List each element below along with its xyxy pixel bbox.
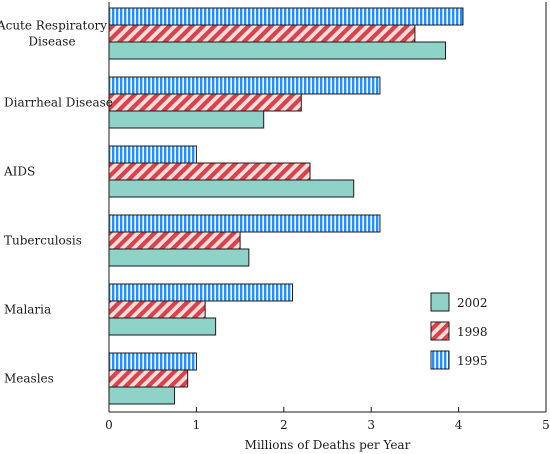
bar-acute-respiratory-disease-2002 [108,41,446,60]
bar-aids-2002 [108,179,355,198]
bar-aids-1995 [108,145,197,164]
x-tick-label: 3 [367,418,375,432]
x-tick-label: 2 [280,418,288,432]
legend-label-1995: 1995 [457,354,488,368]
category-label-measles: Measles [4,372,54,386]
legend-swatch-2002 [430,292,450,312]
x-tick-label: 1 [193,418,201,432]
category-label-acute-respiratory-disease: Disease [28,35,75,49]
bar-tuberculosis-1998 [108,231,241,250]
bar-measles-1998 [108,369,189,388]
legend-swatch-1998 [430,321,450,341]
x-tick-label: 0 [105,418,113,432]
bar-measles-1995 [108,352,197,371]
category-label-aids: AIDS [3,165,35,179]
legend-swatch-1995 [430,350,450,370]
category-label-acute-respiratory-disease: Acute Respiratory [0,19,107,33]
bar-diarrheal-disease-2002 [108,110,265,129]
bar-measles-2002 [108,386,176,405]
bar-diarrheal-disease-1995 [108,76,381,95]
legend: 2002 1998 1995 [430,292,488,370]
bar-aids-1998 [108,162,311,181]
category-label-diarrheal-disease: Diarrheal Disease [4,96,113,110]
bar-tuberculosis-1995 [108,214,381,233]
legend-label-2002: 2002 [457,296,488,310]
bar-malaria-2002 [108,317,217,336]
bar-acute-respiratory-disease-1998 [108,24,416,43]
bar-acute-respiratory-disease-1995 [108,7,464,26]
x-tick-label: 4 [455,418,463,432]
category-label-malaria: Malaria [4,303,51,317]
x-tick-label: 5 [542,418,550,432]
legend-label-1998: 1998 [457,325,488,339]
category-label-tuberculosis: Tuberculosis [4,234,82,248]
bar-tuberculosis-2002 [108,248,250,267]
x-axis-label: Millions of Deaths per Year [245,438,411,452]
bar-diarrheal-disease-1998 [108,93,302,112]
bar-malaria-1998 [108,300,206,319]
bar-malaria-1995 [108,283,294,302]
